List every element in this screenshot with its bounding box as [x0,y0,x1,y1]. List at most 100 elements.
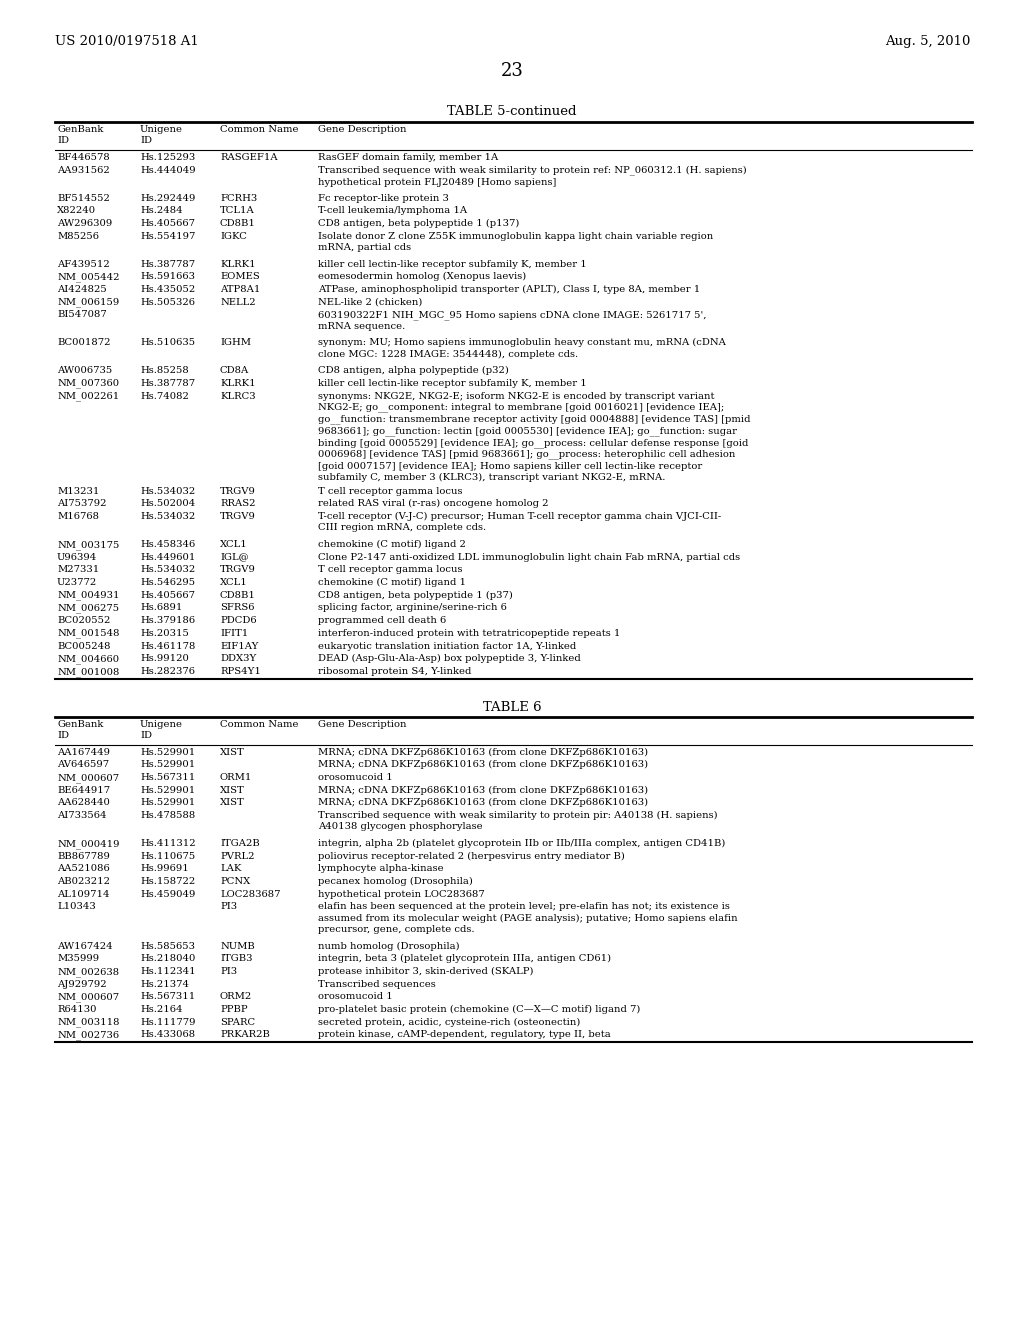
Text: Hs.2164: Hs.2164 [140,1005,182,1014]
Text: Isolate donor Z clone Z55K immunoglobulin kappa light chain variable region
mRNA: Isolate donor Z clone Z55K immunoglobuli… [318,231,714,252]
Text: numb homolog (Drosophila): numb homolog (Drosophila) [318,941,460,950]
Text: PPBP: PPBP [220,1005,248,1014]
Text: integrin, beta 3 (platelet glycoprotein IIIa, antigen CD61): integrin, beta 3 (platelet glycoprotein … [318,954,611,964]
Text: Hs.458346: Hs.458346 [140,540,196,549]
Text: XIST: XIST [220,785,245,795]
Text: CD8 antigen, alpha polypeptide (p32): CD8 antigen, alpha polypeptide (p32) [318,366,509,375]
Text: BF514552: BF514552 [57,194,110,202]
Text: Hs.21374: Hs.21374 [140,979,189,989]
Text: NM_005442: NM_005442 [57,272,120,282]
Text: Transcribed sequences: Transcribed sequences [318,979,436,989]
Text: Hs.6891: Hs.6891 [140,603,182,612]
Text: Hs.405667: Hs.405667 [140,219,195,228]
Text: Transcribed sequence with weak similarity to protein pir: A40138 (H. sapiens)
A4: Transcribed sequence with weak similarit… [318,810,718,832]
Text: Hs.449601: Hs.449601 [140,553,196,561]
Text: Gene Description: Gene Description [318,125,407,135]
Text: T cell receptor gamma locus: T cell receptor gamma locus [318,487,463,495]
Text: L10343: L10343 [57,903,96,911]
Text: NM_003118: NM_003118 [57,1018,120,1027]
Text: NM_001008: NM_001008 [57,667,120,677]
Text: interferon-induced protein with tetratricopeptide repeats 1: interferon-induced protein with tetratri… [318,628,621,638]
Text: eukaryotic translation initiation factor 1A, Y-linked: eukaryotic translation initiation factor… [318,642,577,651]
Text: Hs.433068: Hs.433068 [140,1031,196,1039]
Text: Hs.405667: Hs.405667 [140,591,195,599]
Text: AW006735: AW006735 [57,366,113,375]
Text: Hs.218040: Hs.218040 [140,954,196,964]
Text: CD8A: CD8A [220,366,249,375]
Text: NM_000607: NM_000607 [57,774,119,783]
Text: Common Name: Common Name [220,125,299,135]
Text: AA931562: AA931562 [57,165,110,174]
Text: Unigene: Unigene [140,125,183,135]
Text: BI547087: BI547087 [57,310,106,319]
Text: Hs.529901: Hs.529901 [140,799,196,808]
Text: LOC283687: LOC283687 [220,890,281,899]
Text: Unigene: Unigene [140,719,183,729]
Text: NM_002638: NM_002638 [57,968,119,977]
Text: Hs.567311: Hs.567311 [140,993,196,1002]
Text: synonyms: NKG2E, NKG2-E; isoform NKG2-E is encoded by transcript variant
NKG2-E;: synonyms: NKG2E, NKG2-E; isoform NKG2-E … [318,392,751,482]
Text: TRGV9: TRGV9 [220,487,256,495]
Text: AA521086: AA521086 [57,865,110,874]
Text: chemokine (C motif) ligand 2: chemokine (C motif) ligand 2 [318,540,466,549]
Text: TABLE 6: TABLE 6 [482,701,542,714]
Text: orosomucoid 1: orosomucoid 1 [318,993,393,1002]
Text: Hs.505326: Hs.505326 [140,297,195,306]
Text: Hs.125293: Hs.125293 [140,153,196,162]
Text: Hs.112341: Hs.112341 [140,968,196,975]
Text: CD8 antigen, beta polypeptide 1 (p137): CD8 antigen, beta polypeptide 1 (p137) [318,219,519,228]
Text: PDCD6: PDCD6 [220,616,257,626]
Text: NM_004660: NM_004660 [57,655,119,664]
Text: AW296309: AW296309 [57,219,113,228]
Text: Hs.435052: Hs.435052 [140,285,196,294]
Text: killer cell lectin-like receptor subfamily K, member 1: killer cell lectin-like receptor subfami… [318,260,587,268]
Text: SPARC: SPARC [220,1018,255,1027]
Text: ORM2: ORM2 [220,993,252,1002]
Text: Hs.444049: Hs.444049 [140,165,196,174]
Text: pecanex homolog (Drosophila): pecanex homolog (Drosophila) [318,876,473,886]
Text: XCL1: XCL1 [220,540,248,549]
Text: X82240: X82240 [57,206,96,215]
Text: IFIT1: IFIT1 [220,628,248,638]
Text: IGHM: IGHM [220,338,251,347]
Text: M16768: M16768 [57,512,99,521]
Text: EOMES: EOMES [220,272,260,281]
Text: Hs.585653: Hs.585653 [140,941,195,950]
Text: EIF1AY: EIF1AY [220,642,258,651]
Text: MRNA; cDNA DKFZp686K10163 (from clone DKFZp686K10163): MRNA; cDNA DKFZp686K10163 (from clone DK… [318,799,648,808]
Text: Hs.459049: Hs.459049 [140,890,196,899]
Text: DDX3Y: DDX3Y [220,655,256,663]
Text: SFRS6: SFRS6 [220,603,255,612]
Text: IGL@: IGL@ [220,553,249,561]
Text: NM_000419: NM_000419 [57,840,120,849]
Text: integrin, alpha 2b (platelet glycoprotein IIb or IIb/IIIa complex, antigen CD41B: integrin, alpha 2b (platelet glycoprotei… [318,840,725,847]
Text: KLRK1: KLRK1 [220,260,256,268]
Text: hypothetical protein LOC283687: hypothetical protein LOC283687 [318,890,484,899]
Text: Hs.478588: Hs.478588 [140,810,196,820]
Text: NUMB: NUMB [220,941,255,950]
Text: Hs.74082: Hs.74082 [140,392,188,400]
Text: NM_001548: NM_001548 [57,628,120,639]
Text: AB023212: AB023212 [57,876,110,886]
Text: DEAD (Asp-Glu-Ala-Asp) box polypeptide 3, Y-linked: DEAD (Asp-Glu-Ala-Asp) box polypeptide 3… [318,655,581,664]
Text: Hs.99120: Hs.99120 [140,655,188,663]
Text: AJ929792: AJ929792 [57,979,106,989]
Text: Hs.534032: Hs.534032 [140,487,196,495]
Text: eomesodermin homolog (Xenopus laevis): eomesodermin homolog (Xenopus laevis) [318,272,526,281]
Text: Transcribed sequence with weak similarity to protein ref: NP_060312.1 (H. sapien: Transcribed sequence with weak similarit… [318,165,746,186]
Text: ATPase, aminophospholipid transporter (APLT), Class I, type 8A, member 1: ATPase, aminophospholipid transporter (A… [318,285,700,294]
Text: Hs.85258: Hs.85258 [140,366,188,375]
Text: XIST: XIST [220,799,245,808]
Text: orosomucoid 1: orosomucoid 1 [318,774,393,781]
Text: splicing factor, arginine/serine-rich 6: splicing factor, arginine/serine-rich 6 [318,603,507,612]
Text: MRNA; cDNA DKFZp686K10163 (from clone DKFZp686K10163): MRNA; cDNA DKFZp686K10163 (from clone DK… [318,785,648,795]
Text: AV646597: AV646597 [57,760,110,770]
Text: Hs.591663: Hs.591663 [140,272,195,281]
Text: KLRC3: KLRC3 [220,392,256,400]
Text: XCL1: XCL1 [220,578,248,587]
Text: T cell receptor gamma locus: T cell receptor gamma locus [318,565,463,574]
Text: Hs.158722: Hs.158722 [140,876,196,886]
Text: ID: ID [140,136,152,145]
Text: Hs.110675: Hs.110675 [140,851,196,861]
Text: GenBank: GenBank [57,125,103,135]
